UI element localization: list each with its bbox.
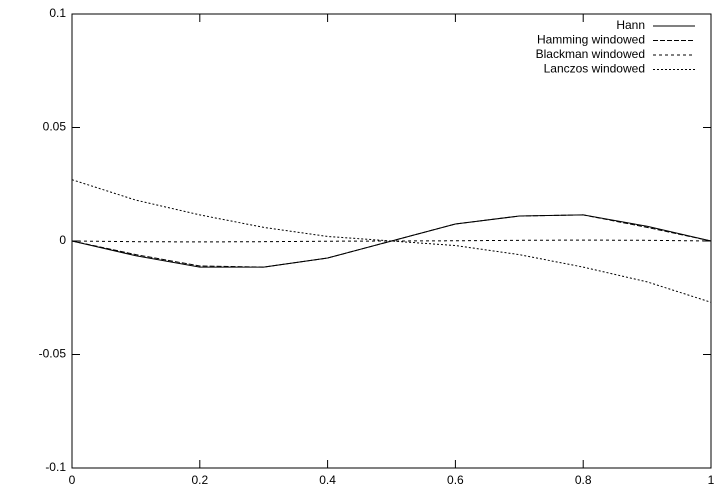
x-tick-label: 1 <box>708 473 715 487</box>
legend-label: Hamming windowed <box>537 33 645 47</box>
series-line <box>71 239 712 243</box>
x-tick-label: 0.8 <box>575 473 592 487</box>
y-tick-label: 0.05 <box>43 120 67 134</box>
y-tick-label: 0.1 <box>49 6 66 20</box>
y-tick-label: -0.1 <box>45 460 66 474</box>
legend-label: Lanczos windowed <box>544 62 645 76</box>
legend-label: Hann <box>616 18 645 32</box>
x-tick-label: 0.4 <box>319 473 336 487</box>
x-tick-label: 0.2 <box>191 473 208 487</box>
legend-label: Blackman windowed <box>536 47 645 61</box>
x-tick-label: 0 <box>69 473 76 487</box>
x-tick-label: 0.6 <box>447 473 464 487</box>
series-line <box>71 179 712 303</box>
y-tick-label: 0 <box>59 233 66 247</box>
y-tick-label: -0.05 <box>39 347 67 361</box>
